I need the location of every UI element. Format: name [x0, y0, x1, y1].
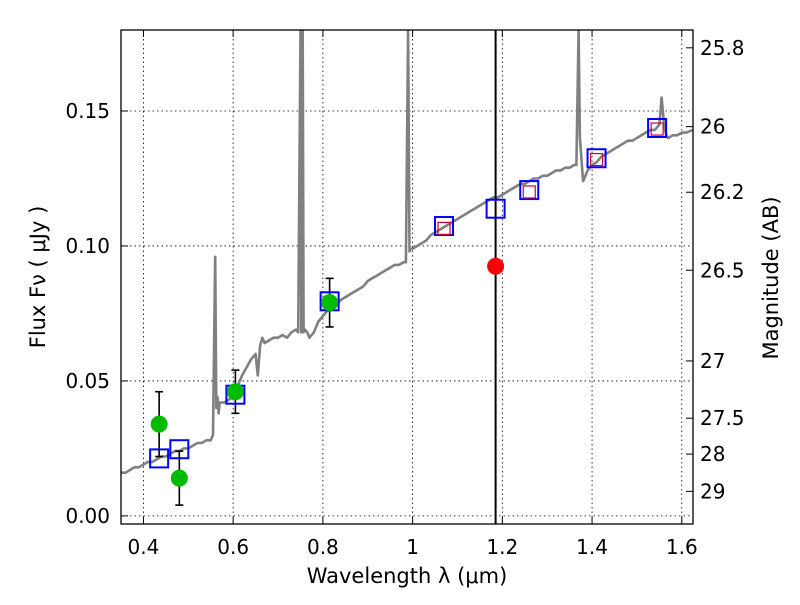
model-photometry-square — [485, 198, 506, 219]
observed-photometry-point — [150, 415, 168, 433]
tick-layer: 0.4 0.6 0.8 1 1.2 1.4 1.6 0.00 0.05 0.10 0.15 25.8 2… — [65, 30, 745, 559]
model-sed-line — [121, 30, 693, 475]
highlighted-measurement-point — [487, 257, 505, 275]
right-tick-label: 26 — [700, 115, 725, 139]
y-tick-label: 0.15 — [65, 99, 110, 123]
right-tick-label: 29 — [700, 479, 725, 503]
y-tick-label: 0.00 — [65, 504, 110, 528]
right-tick-label: 27.5 — [700, 406, 745, 430]
observed-photometry-point — [226, 383, 244, 401]
right-tick-label: 26.2 — [700, 180, 745, 204]
observed-photometry-point — [321, 294, 339, 312]
model-photometry-square — [169, 439, 190, 460]
model-photometry-square — [647, 117, 668, 138]
observed-photometry-point — [170, 469, 188, 487]
data-layer — [121, 30, 693, 524]
y-tick-label: 0.10 — [65, 234, 110, 258]
right-axis-title: Magnitude (AB) — [759, 196, 783, 359]
plot-frame — [120, 29, 694, 525]
y-axis-title: Flux Fν ( μJy ) — [26, 206, 50, 349]
right-tick-label: 25.8 — [700, 36, 745, 60]
observed-small-square — [589, 152, 604, 167]
right-tick-label: 27 — [700, 349, 725, 373]
x-tick-label: 0.4 — [128, 535, 160, 559]
x-tick-label: 1.6 — [666, 535, 698, 559]
model-photometry-square — [519, 180, 540, 201]
model-photometry-square — [149, 448, 170, 469]
x-tick-label: 1.4 — [576, 535, 608, 559]
x-axis-title: Wavelength λ (μm) — [307, 564, 508, 588]
grid-layer — [121, 30, 693, 524]
observed-small-square — [437, 221, 451, 236]
x-tick-label: 0.8 — [307, 535, 339, 559]
y-tick-label: 0.05 — [65, 369, 110, 393]
right-tick-label: 28 — [700, 442, 725, 466]
observed-small-square — [650, 122, 664, 136]
x-tick-label: 1 — [406, 535, 419, 559]
model-photometry-square — [586, 148, 607, 169]
observed-small-square — [522, 185, 536, 199]
right-tick-label: 26.5 — [700, 258, 745, 282]
x-tick-label: 0.6 — [217, 535, 249, 559]
x-tick-label: 1.2 — [486, 535, 518, 559]
